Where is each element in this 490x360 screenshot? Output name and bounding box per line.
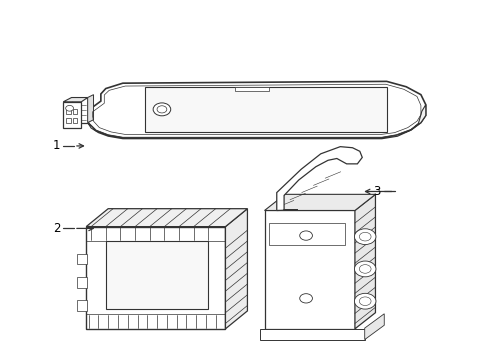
Text: 1: 1 <box>53 139 60 152</box>
Polygon shape <box>86 105 426 139</box>
Circle shape <box>354 293 376 309</box>
Polygon shape <box>63 98 88 102</box>
Polygon shape <box>355 194 375 329</box>
Bar <box>77 253 87 264</box>
Polygon shape <box>235 87 270 91</box>
Polygon shape <box>88 95 94 123</box>
Circle shape <box>66 105 74 111</box>
Circle shape <box>300 231 313 240</box>
Bar <box>77 277 87 288</box>
Text: 3: 3 <box>373 185 381 198</box>
Bar <box>73 118 77 123</box>
Polygon shape <box>365 314 384 339</box>
Circle shape <box>359 232 371 241</box>
Polygon shape <box>277 147 362 211</box>
Polygon shape <box>260 329 365 339</box>
Text: 2: 2 <box>53 222 60 235</box>
Polygon shape <box>72 98 88 123</box>
Bar <box>66 118 71 123</box>
Bar <box>77 300 87 311</box>
Bar <box>66 109 71 114</box>
Polygon shape <box>265 211 355 329</box>
Circle shape <box>354 229 376 244</box>
Circle shape <box>354 261 376 277</box>
Polygon shape <box>265 194 375 211</box>
Polygon shape <box>145 87 387 132</box>
Circle shape <box>157 106 167 113</box>
Circle shape <box>359 265 371 273</box>
Polygon shape <box>225 209 247 329</box>
Polygon shape <box>86 81 426 138</box>
Polygon shape <box>86 209 247 226</box>
Bar <box>73 109 77 114</box>
Bar <box>106 241 208 309</box>
Circle shape <box>300 294 313 303</box>
Circle shape <box>153 103 171 116</box>
Polygon shape <box>86 226 225 329</box>
Polygon shape <box>63 102 81 128</box>
Circle shape <box>359 297 371 306</box>
